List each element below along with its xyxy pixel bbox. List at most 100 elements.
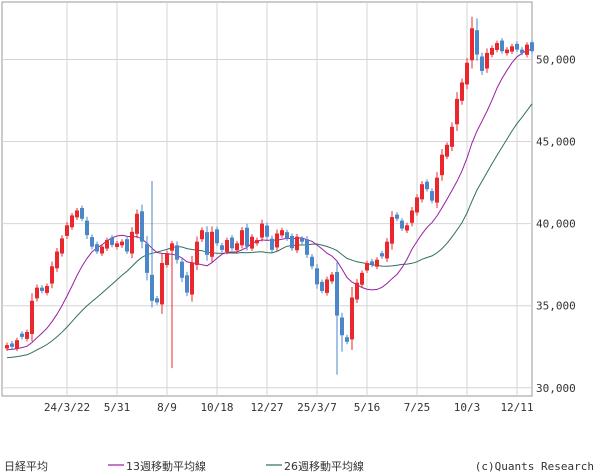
candle [95, 241, 99, 254]
candle-body [95, 244, 99, 252]
candle [470, 16, 474, 69]
candle [405, 222, 409, 233]
candle [320, 279, 324, 294]
candle-body [265, 225, 269, 237]
candle-body [200, 230, 204, 240]
candle [260, 219, 264, 242]
candle-body [485, 52, 489, 69]
candle [450, 122, 454, 152]
candle-body [120, 241, 124, 246]
candle [50, 261, 54, 289]
candle [115, 240, 119, 250]
candle [520, 47, 524, 56]
candle [210, 226, 214, 263]
candle [195, 236, 199, 271]
candle-body [340, 317, 344, 336]
candle-body [55, 251, 59, 269]
candle-body [90, 237, 94, 247]
candle-body [60, 238, 64, 254]
candle-body [230, 237, 234, 249]
candle [185, 271, 189, 297]
candle [190, 255, 194, 302]
candle-body [110, 237, 114, 245]
candle [355, 279, 359, 304]
candle [510, 43, 514, 55]
candle-body [125, 239, 129, 252]
candle [235, 240, 239, 253]
candle-body [465, 62, 469, 85]
candle [290, 233, 294, 251]
candle-body [105, 240, 109, 249]
candle-body [495, 43, 499, 50]
candle-body [160, 263, 164, 305]
candle [490, 45, 494, 58]
ma26-path [6, 103, 533, 359]
candle [55, 247, 59, 272]
candle-body [335, 272, 339, 316]
candle [75, 208, 79, 220]
candle [435, 172, 439, 209]
candle-body [35, 287, 39, 299]
legend: 日経平均 13週移動平均線 26週移動平均線 (c)Quants Researc… [4, 459, 594, 473]
candle [70, 212, 74, 230]
candle [525, 42, 529, 58]
legend-label-ma13: 13週移動平均線 [126, 459, 206, 473]
candle [505, 47, 509, 56]
candle-body [150, 274, 154, 301]
candle-body [450, 126, 454, 147]
candle-body [135, 213, 139, 234]
candle-body [170, 243, 174, 251]
candle [280, 227, 284, 238]
candle-body [185, 275, 189, 293]
y-tick-label: 35,000 [536, 300, 576, 313]
candle [170, 240, 174, 369]
ma13-path [6, 49, 533, 351]
candle-body [255, 240, 259, 244]
x-tick-label: 25/3/7 [297, 401, 337, 414]
candle [30, 293, 34, 342]
candle [35, 284, 39, 302]
x-tick-label: 10/3 [454, 401, 481, 414]
candle [230, 235, 234, 251]
candle [370, 258, 374, 268]
candle [105, 237, 109, 252]
candle [420, 181, 424, 203]
candle-body [500, 40, 504, 52]
candle [395, 212, 399, 222]
candle-body [460, 82, 464, 101]
candle [330, 272, 334, 284]
candle-body [480, 56, 484, 71]
candle [340, 312, 344, 352]
candle [275, 229, 279, 252]
candle [375, 257, 379, 270]
candle-body [65, 225, 69, 236]
candle [315, 263, 319, 289]
candle [90, 234, 94, 250]
candle-body [325, 279, 329, 293]
candle-body [510, 46, 514, 52]
candle-body [220, 245, 224, 250]
candle [295, 234, 299, 253]
candle-body [430, 191, 434, 201]
candle-body [245, 227, 249, 247]
candle-body [410, 210, 414, 223]
candle-body [30, 300, 34, 334]
candle [175, 241, 179, 264]
candle-body [290, 235, 294, 249]
candle-body [45, 286, 49, 293]
x-tick-label: 5/16 [354, 401, 381, 414]
candle [60, 235, 64, 257]
candle-body [445, 144, 449, 157]
candle-body [400, 220, 404, 229]
candle-body [425, 181, 429, 190]
candle-body [210, 231, 214, 257]
candle-body [350, 297, 354, 340]
candle [335, 262, 339, 375]
candle [240, 227, 244, 249]
candle [200, 227, 204, 242]
candle-body [235, 243, 239, 251]
candle [310, 254, 314, 270]
candle-body [270, 238, 274, 250]
candle-body [375, 259, 379, 267]
